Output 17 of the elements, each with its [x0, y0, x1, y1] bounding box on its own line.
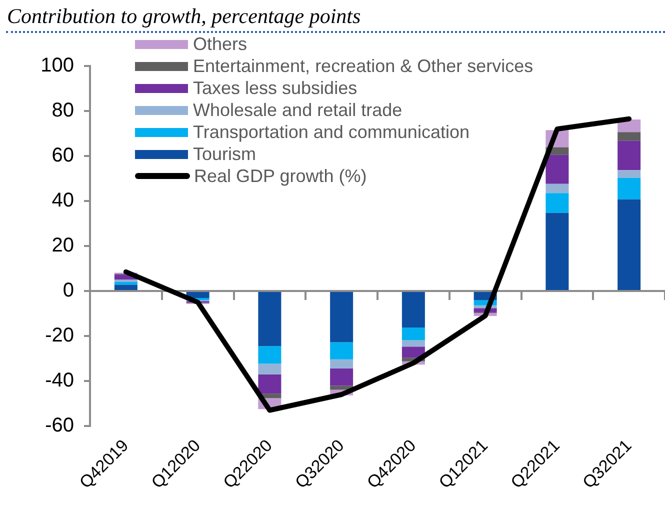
legend-label: Others [193, 34, 248, 54]
chart-subtitle: Contribution to growth, percentage points [7, 4, 361, 28]
legend-label: Taxes less subsidies [193, 78, 358, 98]
y-tick-label: 20 [52, 234, 74, 257]
y-tick-label: 0 [62, 280, 74, 302]
legend-label: Real GDP growth (%) [194, 166, 367, 186]
legend-label: Wholesale and retail trade [193, 100, 402, 120]
y-tick-label: -40 [45, 370, 74, 392]
y-tick-label: -20 [45, 324, 74, 347]
y-tick-label: 40 [52, 190, 74, 212]
legend-label: Tourism [193, 144, 256, 164]
y-tick-label: 60 [52, 144, 74, 167]
y-tick-label: 100 [40, 54, 74, 77]
y-tick-label: -60 [45, 414, 74, 437]
y-tick-label: 80 [52, 100, 74, 122]
legend-label: Entertainment, recreation & Other services [193, 56, 534, 76]
legend-label: Transportation and communication [193, 122, 470, 142]
